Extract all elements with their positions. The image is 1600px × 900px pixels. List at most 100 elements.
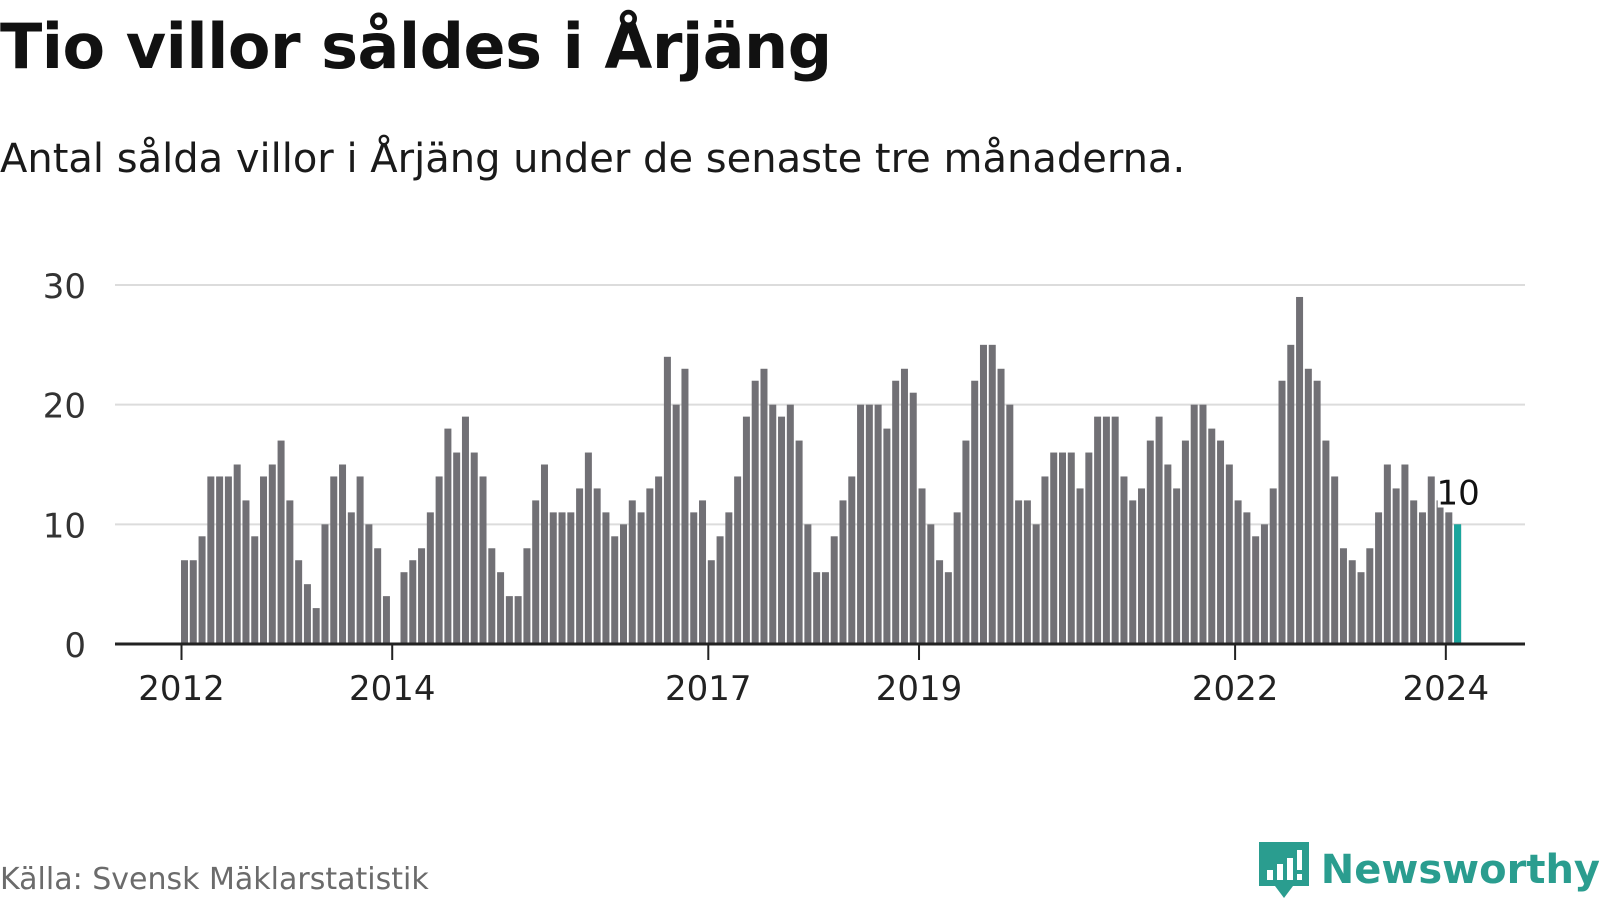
bar: [1173, 488, 1181, 644]
bar: [470, 452, 478, 644]
bar: [1050, 452, 1058, 644]
bar: [1085, 452, 1093, 644]
bar: [268, 464, 276, 644]
bar: [690, 512, 698, 644]
bar: [549, 512, 557, 644]
bar: [1208, 428, 1216, 644]
bar: [426, 512, 434, 644]
bar: [260, 476, 268, 644]
bar: [251, 536, 259, 644]
bar: [1243, 512, 1251, 644]
newsworthy-logo-icon: [1258, 842, 1309, 898]
bar: [909, 392, 917, 644]
bar: [971, 380, 979, 644]
x-tick-label: 2024: [1403, 669, 1490, 709]
bar: [1366, 548, 1374, 644]
highlight-bar: [1454, 524, 1462, 644]
bar: [1269, 488, 1277, 644]
bar: [883, 428, 891, 644]
bar: [286, 500, 294, 644]
bar: [1217, 440, 1225, 644]
bar: [681, 368, 689, 644]
bar: [988, 344, 996, 644]
bar: [848, 476, 856, 644]
bar: [1375, 512, 1383, 644]
bar: [944, 572, 952, 644]
bar: [233, 464, 241, 644]
bar: [1041, 476, 1049, 644]
x-tick-label: 2019: [876, 669, 963, 709]
bar: [1278, 380, 1286, 644]
bar: [400, 572, 408, 644]
bar: [874, 404, 882, 644]
x-tick-label: 2017: [665, 669, 752, 709]
bar: [786, 404, 794, 644]
bar: [532, 500, 540, 644]
bar: [900, 368, 908, 644]
bar: [1094, 416, 1102, 644]
bar: [1260, 524, 1268, 644]
bar: [839, 500, 847, 644]
bar: [1006, 404, 1014, 644]
bar: [1059, 452, 1066, 644]
bar: [356, 476, 364, 644]
bar: [593, 488, 601, 644]
bar: [435, 476, 443, 644]
chart-title: Tio villor såldes i Årjäng: [0, 10, 832, 83]
bar: [347, 512, 355, 644]
bar: [1313, 380, 1321, 644]
bar: [1410, 500, 1418, 644]
chart-subtitle: Antal sålda villor i Årjäng under de sen…: [0, 136, 1186, 182]
bar: [865, 404, 873, 644]
bar: [962, 440, 970, 644]
y-tick-label: 30: [43, 267, 86, 307]
bar: [207, 476, 215, 644]
bar: [918, 488, 926, 644]
bar: [716, 536, 724, 644]
bar: [611, 536, 619, 644]
bar: [795, 440, 803, 644]
bar: [637, 512, 645, 644]
bar: [734, 476, 742, 644]
bar: [181, 560, 188, 644]
bar: [339, 464, 347, 644]
bar: [1287, 344, 1295, 644]
highlight-data-label: 10: [1436, 473, 1479, 513]
bar: [663, 356, 671, 644]
bar: [892, 380, 900, 644]
bar: [409, 560, 417, 644]
bar: [1199, 404, 1207, 644]
bar: [382, 596, 390, 644]
bar: [751, 380, 759, 644]
bar: [646, 488, 654, 644]
bar: [1225, 464, 1233, 644]
bar: [1296, 296, 1304, 644]
bar: [1234, 500, 1242, 644]
bar: [813, 572, 821, 644]
bar: [1023, 500, 1031, 644]
bar: [1032, 524, 1040, 644]
bar: [1418, 512, 1426, 644]
bar: [523, 548, 531, 644]
y-tick-label: 20: [43, 387, 86, 427]
bar: [1129, 500, 1137, 644]
bar: [804, 524, 812, 644]
bar: [514, 596, 522, 644]
bar: [699, 500, 707, 644]
brand-logo: Newsworthy: [1257, 840, 1600, 900]
bar: [1348, 560, 1356, 644]
bar: [567, 512, 575, 644]
bar: [1155, 416, 1163, 644]
bar: [628, 500, 636, 644]
bar: [321, 524, 329, 644]
bar: [769, 404, 777, 644]
bar: [479, 476, 487, 644]
bar: [312, 608, 320, 644]
bar: [620, 524, 627, 644]
bar: [303, 584, 311, 644]
bar: [1331, 476, 1339, 644]
bar: [760, 368, 768, 644]
bar: [444, 428, 452, 644]
bar: [1383, 464, 1391, 644]
bar: [418, 548, 426, 644]
